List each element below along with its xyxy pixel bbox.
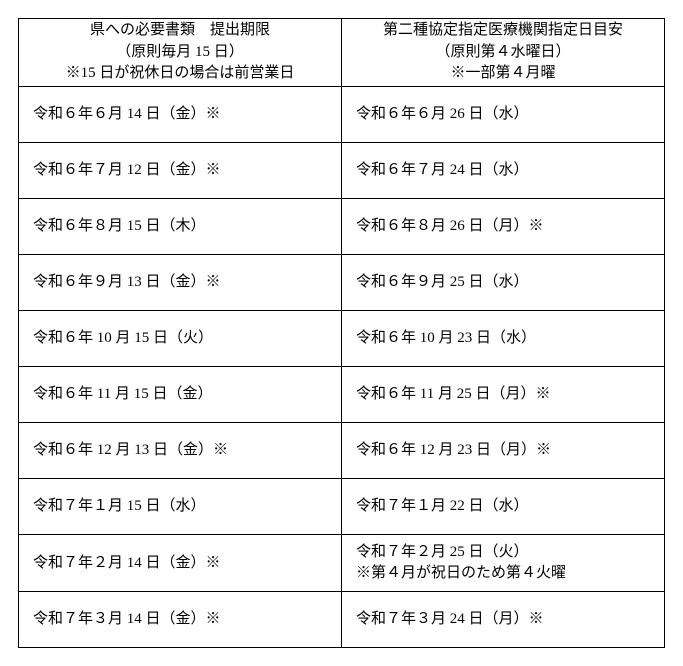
cell-left: 令和６年９月 13 日（金）※ — [19, 255, 342, 311]
cell-right: 令和６年７月 24 日（水） — [342, 143, 665, 199]
table-row: 令和６年９月 13 日（金）※ 令和６年９月 25 日（水） — [19, 255, 665, 311]
table-row: 令和６年 10 月 15 日（火） 令和６年 10 月 23 日（水） — [19, 311, 665, 367]
table-body: 令和６年６月 14 日（金）※ 令和６年６月 26 日（水） 令和６年７月 12… — [19, 87, 665, 648]
header-right-line2: （原則第４水曜日） — [342, 42, 664, 64]
cell-left: 令和６年６月 14 日（金）※ — [19, 87, 342, 143]
cell-right-line1: 令和７年２月 25 日（火） — [356, 544, 529, 560]
cell-left: 令和７年３月 14 日（金）※ — [19, 592, 342, 648]
table-row: 令和７年２月 14 日（金）※ 令和７年２月 25 日（火） ※第４月が祝日のた… — [19, 535, 665, 592]
header-left-line2: （原則毎月 15 日） — [19, 42, 341, 64]
table-row: 令和６年６月 14 日（金）※ 令和６年６月 26 日（水） — [19, 87, 665, 143]
header-right-line3: ※一部第４月曜 — [342, 63, 664, 85]
header-left-line1: 県への必要書類 提出期限 — [19, 20, 341, 42]
table-row: 令和６年７月 12 日（金）※ 令和６年７月 24 日（水） — [19, 143, 665, 199]
cell-left: 令和６年 12 月 13 日（金）※ — [19, 423, 342, 479]
schedule-table: 県への必要書類 提出期限 （原則毎月 15 日） ※15 日が祝休日の場合は前営… — [18, 18, 665, 648]
cell-right: 令和７年２月 25 日（火） ※第４月が祝日のため第４火曜 — [342, 535, 665, 592]
table-row: 令和７年１月 15 日（水） 令和７年１月 22 日（水） — [19, 479, 665, 535]
table-row: 令和７年３月 14 日（金）※ 令和７年３月 24 日（月）※ — [19, 592, 665, 648]
header-left: 県への必要書類 提出期限 （原則毎月 15 日） ※15 日が祝休日の場合は前営… — [19, 19, 342, 87]
header-right: 第二種協定指定医療機関指定日目安 （原則第４水曜日） ※一部第４月曜 — [342, 19, 665, 87]
table-header-row: 県への必要書類 提出期限 （原則毎月 15 日） ※15 日が祝休日の場合は前営… — [19, 19, 665, 87]
cell-right: 令和７年１月 22 日（水） — [342, 479, 665, 535]
cell-left: 令和７年１月 15 日（水） — [19, 479, 342, 535]
cell-right-line2: ※第４月が祝日のため第４火曜 — [356, 565, 566, 581]
cell-right: 令和６年 11 月 25 日（月）※ — [342, 367, 665, 423]
cell-right: 令和６年８月 26 日（月）※ — [342, 199, 665, 255]
table-row: 令和６年８月 15 日（木） 令和６年８月 26 日（月）※ — [19, 199, 665, 255]
cell-left: 令和６年 11 月 15 日（金） — [19, 367, 342, 423]
cell-left: 令和６年 10 月 15 日（火） — [19, 311, 342, 367]
cell-right: 令和６年９月 25 日（水） — [342, 255, 665, 311]
cell-right: 令和６年 12 月 23 日（月）※ — [342, 423, 665, 479]
cell-left: 令和６年７月 12 日（金）※ — [19, 143, 342, 199]
cell-left: 令和６年８月 15 日（木） — [19, 199, 342, 255]
cell-left: 令和７年２月 14 日（金）※ — [19, 535, 342, 592]
cell-right: 令和６年 10 月 23 日（水） — [342, 311, 665, 367]
table-row: 令和６年 11 月 15 日（金） 令和６年 11 月 25 日（月）※ — [19, 367, 665, 423]
header-left-line3: ※15 日が祝休日の場合は前営業日 — [19, 63, 341, 85]
cell-right: 令和７年３月 24 日（月）※ — [342, 592, 665, 648]
cell-right: 令和６年６月 26 日（水） — [342, 87, 665, 143]
table-row: 令和６年 12 月 13 日（金）※ 令和６年 12 月 23 日（月）※ — [19, 423, 665, 479]
header-right-line1: 第二種協定指定医療機関指定日目安 — [342, 20, 664, 42]
